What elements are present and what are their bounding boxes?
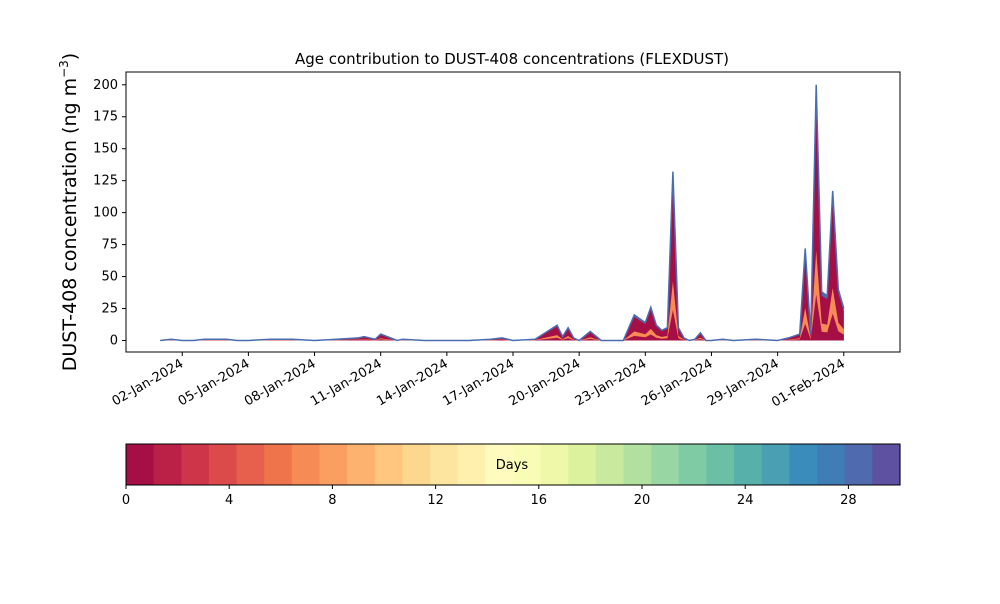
y-tick-label: 75 — [101, 238, 118, 253]
colorbar-segment — [374, 444, 404, 485]
y-tick-label: 0 — [110, 333, 118, 348]
plot-frame — [125, 71, 901, 353]
y-tick-label: 100 — [93, 206, 118, 221]
colorbar-segment — [402, 444, 431, 485]
colorbar-segment — [457, 444, 486, 485]
colorbar-segment — [208, 444, 238, 485]
y-tick-label: 200 — [93, 78, 118, 93]
colorbar-segment — [817, 444, 846, 485]
y-axis: 0 25 50 75 100 125 150 175 200 — [93, 78, 126, 348]
colorbar-segment — [153, 444, 182, 485]
colorbar-segment — [181, 444, 210, 485]
colorbar-segment — [734, 444, 763, 485]
colorbar-segment — [513, 444, 542, 485]
y-tick-label: 175 — [93, 110, 118, 125]
chart-title: Age contribution to DUST-408 concentrati… — [295, 50, 729, 68]
colorbar-segment — [651, 444, 680, 485]
colorbar-segment — [264, 444, 293, 485]
age-layer — [160, 251, 844, 341]
age-layer — [160, 84, 844, 341]
x-tick-label: 23-Jan-2024 — [573, 356, 650, 409]
x-tick-label: 11-Jan-2024 — [308, 356, 385, 409]
total-concentration-line — [160, 84, 845, 342]
y-axis-label: DUST-408 concentration (ng m−3) — [57, 53, 81, 371]
colorbar-segment — [291, 444, 321, 485]
colorbar-segment — [347, 444, 376, 485]
colorbar-segment — [706, 444, 735, 485]
colorbar-segment — [761, 444, 791, 485]
colorbar-segment — [678, 444, 708, 485]
y-tick-label: 25 — [101, 302, 118, 317]
age-layer — [160, 105, 844, 341]
colorbar-segment — [236, 444, 265, 485]
y-tick-label: 150 — [93, 142, 118, 157]
colorbar-tick-label: 24 — [737, 493, 754, 508]
colorbar-segment — [844, 444, 873, 485]
y-tick-label: 50 — [101, 270, 118, 285]
x-tick-label: 20-Jan-2024 — [507, 356, 584, 409]
x-tick-label: 29-Jan-2024 — [705, 356, 782, 409]
x-tick-label: 17-Jan-2024 — [440, 356, 517, 409]
colorbar-axis: 0 4 8 12 16 20 24 28 — [122, 485, 857, 508]
colorbar-segment — [568, 444, 597, 485]
colorbar-tick-label: 4 — [225, 493, 233, 508]
x-tick-label: 02-Jan-2024 — [110, 356, 187, 409]
colorbar-segment — [126, 444, 155, 485]
colorbar-segment — [623, 444, 652, 485]
colorbar-segment — [485, 444, 514, 485]
x-tick-label: 05-Jan-2024 — [176, 356, 253, 409]
plot-area — [160, 84, 845, 342]
colorbar-segment — [789, 444, 818, 485]
x-tick-label: 26-Jan-2024 — [639, 356, 716, 409]
colorbar-tick-label: 8 — [328, 493, 336, 508]
colorbar-tick-label: 12 — [427, 493, 444, 508]
colorbar-segment — [540, 444, 569, 485]
colorbar-tick-label: 16 — [531, 493, 548, 508]
x-axis: 02-Jan-202405-Jan-202408-Jan-202411-Jan-… — [110, 352, 848, 410]
colorbar-segment — [595, 444, 625, 485]
colorbar-segment — [430, 444, 459, 485]
colorbar-segment — [319, 444, 348, 485]
x-tick-label: 08-Jan-2024 — [242, 356, 319, 409]
x-tick-label: 14-Jan-2024 — [374, 356, 451, 409]
colorbar-frame — [125, 443, 901, 486]
colorbar-tick-label: 28 — [840, 493, 857, 508]
x-tick-label: 01-Feb-2024 — [769, 356, 848, 410]
age-layer — [160, 294, 844, 341]
colorbar — [126, 444, 901, 485]
colorbar-segment — [872, 444, 901, 485]
colorbar-label: Days — [496, 458, 529, 473]
colorbar-tick-label: 20 — [634, 493, 651, 508]
colorbar-tick-label: 0 — [122, 493, 130, 508]
y-tick-label: 125 — [93, 174, 118, 189]
